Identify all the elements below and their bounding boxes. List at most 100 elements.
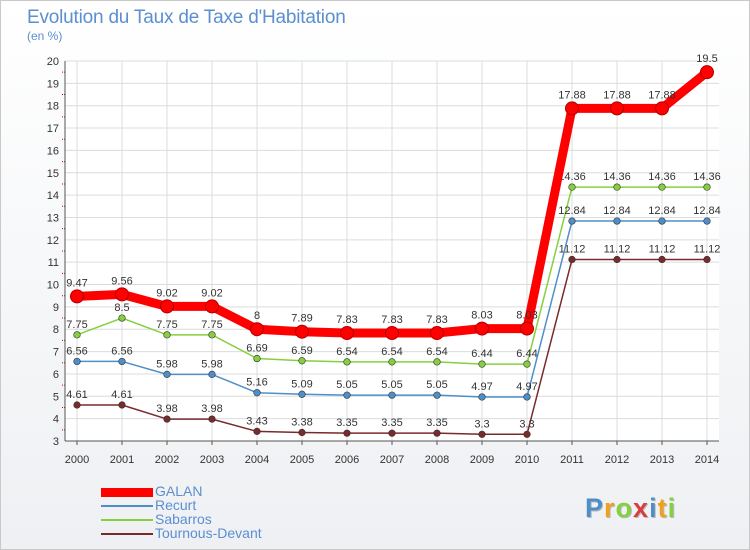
data-label: 5.05 [336, 379, 357, 391]
data-point [568, 183, 576, 191]
data-label: 6.54 [381, 346, 402, 358]
data-point [118, 314, 126, 322]
data-label: 7.89 [291, 313, 312, 325]
data-label: 14.36 [603, 171, 631, 183]
x-tick-label: 2009 [470, 454, 494, 466]
data-point [568, 217, 576, 225]
data-label: 6.44 [516, 348, 537, 360]
legend-label: Tournous-Devant [155, 525, 262, 541]
data-point [253, 354, 261, 363]
data-point [388, 391, 396, 399]
y-tick-label: 9 [53, 302, 59, 314]
data-point [523, 430, 531, 438]
x-tick-label: 2001 [110, 454, 134, 466]
data-point [163, 415, 171, 423]
data-label: 6.69 [246, 343, 267, 355]
data-label: 8 [254, 310, 260, 322]
data-point [658, 183, 666, 191]
data-point [73, 401, 81, 409]
y-tick-label: 11 [48, 257, 59, 269]
data-label: 14.36 [648, 171, 676, 183]
y-axis-unit: (en %) [27, 29, 63, 43]
data-label: 6.54 [426, 346, 447, 358]
data-point [115, 287, 129, 302]
data-point [298, 390, 306, 398]
x-tick-label: 2002 [155, 454, 179, 466]
data-label: 11.12 [604, 243, 631, 255]
y-tick-label: 8 [53, 324, 59, 336]
y-tick-label: 14 [47, 190, 59, 202]
data-label: 12.84 [558, 205, 586, 217]
y-tick-label: 19 [47, 78, 59, 90]
data-label: 3.98 [201, 403, 222, 415]
data-point [70, 289, 84, 304]
data-point [298, 357, 306, 365]
data-point [343, 429, 351, 437]
data-label: 5.05 [426, 379, 447, 391]
data-label: 14.36 [558, 171, 586, 183]
data-label: 3.35 [381, 417, 402, 429]
y-tick-label: 10 [47, 280, 59, 292]
x-tick-label: 2000 [65, 454, 89, 466]
x-tick-label: 2003 [200, 454, 224, 466]
data-point [613, 183, 621, 191]
data-label: 4.61 [111, 389, 132, 401]
data-label: 3.3 [474, 418, 489, 430]
data-label: 12.84 [603, 205, 631, 217]
data-point [523, 393, 531, 401]
data-point [655, 101, 669, 116]
legend-swatch [101, 519, 153, 521]
data-point [658, 217, 666, 225]
data-point [295, 324, 309, 339]
data-point [298, 428, 306, 437]
data-label: 8.03 [516, 310, 537, 322]
data-point [343, 391, 351, 399]
data-label: 8.5 [114, 302, 129, 314]
data-label: 7.83 [426, 314, 447, 326]
data-label: 5.98 [201, 358, 222, 370]
x-tick-label: 2004 [245, 454, 269, 466]
x-tick-label: 2005 [290, 454, 314, 466]
chart-title: Evolution du Taux de Taxe d'Habitation [27, 7, 346, 28]
data-label: 6.56 [66, 345, 87, 357]
y-tick-label: 18 [47, 101, 59, 113]
data-label: 4.97 [516, 381, 537, 393]
data-point [253, 427, 261, 435]
data-label: 5.05 [381, 379, 402, 391]
data-point [208, 415, 216, 423]
data-point [340, 326, 354, 341]
data-label: 19.5 [696, 53, 717, 65]
y-tick-label: 3 [53, 436, 59, 448]
y-tick-label: 20 [47, 56, 59, 68]
y-tick-label: 15 [47, 168, 59, 180]
y-tick-label: 4 [53, 414, 59, 426]
series-galan: 9.47 9.56 9.02 9.02 8 7.89 7.83 7.83 7.83 8.03 8.0… [66, 53, 718, 341]
data-point [478, 430, 486, 438]
data-point [478, 360, 486, 368]
data-label: 4.61 [66, 389, 87, 401]
data-point [700, 65, 714, 80]
y-tick-label: 7 [53, 347, 59, 359]
data-label: 3.35 [426, 417, 447, 429]
data-point [613, 217, 621, 225]
legend-label: Sabarros [155, 511, 212, 527]
data-point [703, 183, 711, 191]
series-recurt: 6.56 6.56 5.98 5.98 5.16 5.09 5.05 5.05 5.05 4.97… [66, 205, 721, 401]
y-tick-label: 5 [53, 391, 59, 403]
data-label: 5.16 [246, 377, 267, 389]
data-point [433, 429, 441, 437]
data-point [475, 321, 489, 336]
data-point [478, 393, 486, 401]
data-label: 6.44 [471, 348, 492, 360]
proxiti-logo: Proxiti [585, 493, 677, 523]
x-tick-label: 2013 [650, 454, 674, 466]
y-tick-label: 6 [53, 369, 59, 381]
x-tick-label: 2006 [335, 454, 359, 466]
data-label: 6.54 [336, 346, 357, 358]
data-label: 12.84 [648, 205, 676, 217]
data-label: 7.75 [66, 319, 87, 331]
data-point [703, 217, 711, 225]
legend-swatch [101, 487, 153, 497]
